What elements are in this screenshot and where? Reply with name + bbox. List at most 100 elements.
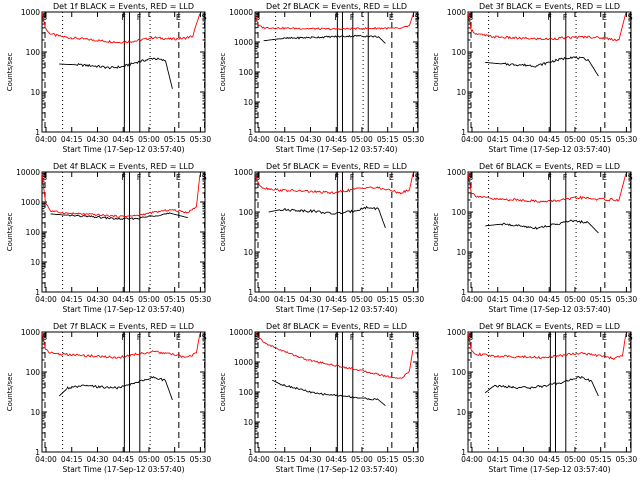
x-tick-label: 04:45 bbox=[538, 295, 560, 304]
plot-frame bbox=[41, 331, 206, 453]
y-axis-label: Counts/sec bbox=[219, 373, 227, 412]
x-axis-label: Start Time (17-Sep-12 03:57:40) bbox=[489, 145, 611, 154]
x-tick-label: 04:30 bbox=[300, 295, 322, 304]
series-lld-line bbox=[467, 172, 627, 203]
flag-label: S bbox=[42, 13, 47, 22]
x-axis-label: Start Time (17-Sep-12 03:57:40) bbox=[276, 465, 398, 474]
x-axis-label: Start Time (17-Sep-12 03:57:40) bbox=[489, 305, 611, 314]
y-tick-label: 1 bbox=[248, 448, 253, 457]
x-tick-label: 04:15 bbox=[487, 295, 509, 304]
y-tick-label: 10 bbox=[243, 248, 253, 257]
chart-panel-9: Det 9f BLACK = Events, RED = LLD 1 10 100 10… bbox=[432, 322, 637, 474]
x-tick-label: 05:00 bbox=[138, 455, 160, 464]
x-tick-label: 04:00 bbox=[35, 135, 57, 144]
flag-label: E bbox=[389, 173, 394, 182]
x-tick-label: 04:45 bbox=[112, 135, 134, 144]
flag-label: F bbox=[547, 13, 552, 22]
flag-label: F bbox=[334, 333, 339, 342]
x-tick-label: 05:15 bbox=[590, 295, 612, 304]
plot-frame bbox=[254, 171, 419, 293]
x-tick-label: 04:30 bbox=[87, 455, 109, 464]
series-events-line bbox=[263, 34, 386, 44]
x-axis-label: Start Time (17-Sep-12 03:57:40) bbox=[63, 305, 185, 314]
y-tick-label: 10000 bbox=[229, 328, 253, 337]
y-tick-label: 10 bbox=[30, 408, 40, 417]
y-tick-label: 10 bbox=[456, 408, 466, 417]
x-tick-label: 05:00 bbox=[138, 135, 160, 144]
y-tick-label: 1 bbox=[248, 288, 253, 297]
x-tick-label: 05:00 bbox=[564, 455, 586, 464]
chart-title: Det 6f BLACK = Events, RED = LLD bbox=[479, 162, 620, 171]
y-tick-label: 1 bbox=[461, 128, 466, 137]
plot-frame bbox=[467, 171, 632, 293]
flag-label: S bbox=[42, 333, 47, 342]
x-tick-label: 05:15 bbox=[377, 455, 399, 464]
flag-label: F bbox=[334, 173, 339, 182]
y-axis-label: Counts/sec bbox=[432, 373, 440, 412]
x-tick-label: 04:30 bbox=[300, 135, 322, 144]
y-tick-label: 10000 bbox=[229, 8, 253, 17]
x-axis-label: Start Time (17-Sep-12 03:57:40) bbox=[63, 145, 185, 154]
x-tick-label: 05:00 bbox=[351, 455, 373, 464]
x-tick-label: 04:30 bbox=[87, 135, 109, 144]
series-lld-line bbox=[41, 332, 201, 359]
series-events-line bbox=[59, 57, 173, 89]
x-tick-label: 04:30 bbox=[87, 295, 109, 304]
x-tick-label: 04:15 bbox=[61, 455, 83, 464]
flag-label: F bbox=[563, 13, 568, 22]
y-tick-label: 1000 bbox=[21, 198, 40, 207]
flag-label: S bbox=[202, 333, 207, 342]
chart-panel-8: Det 8f BLACK = Events, RED = LLD 1 10 100 10… bbox=[219, 322, 424, 474]
flag-label: F bbox=[547, 173, 552, 182]
y-axis-label: Counts/sec bbox=[6, 213, 14, 252]
flag-label: S bbox=[255, 333, 260, 342]
flag-label: F bbox=[350, 13, 355, 22]
chart-panel-5: Det 5f BLACK = Events, RED = LLD 1 10 100 10… bbox=[219, 162, 424, 314]
y-tick-label: 10 bbox=[30, 258, 40, 267]
flag-label: S bbox=[628, 333, 633, 342]
x-tick-label: 04:15 bbox=[487, 455, 509, 464]
x-tick-label: 04:00 bbox=[248, 455, 270, 464]
x-tick-label: 05:00 bbox=[138, 295, 160, 304]
plot-frame bbox=[467, 11, 632, 133]
chart-title: Det 3f BLACK = Events, RED = LLD bbox=[479, 2, 620, 11]
series-lld-line bbox=[254, 13, 414, 31]
series-lld-line bbox=[41, 12, 201, 44]
x-tick-label: 04:00 bbox=[461, 295, 483, 304]
flag-label: F bbox=[350, 333, 355, 342]
flag-label: F bbox=[137, 173, 142, 182]
x-tick-label: 04:30 bbox=[513, 455, 535, 464]
y-axis-label: Counts/sec bbox=[219, 213, 227, 252]
series-events-line bbox=[268, 205, 386, 229]
y-tick-label: 100 bbox=[452, 368, 467, 377]
y-tick-label: 10 bbox=[456, 248, 466, 257]
flag-label: F bbox=[137, 333, 142, 342]
series-lld-line bbox=[254, 333, 414, 379]
y-tick-label: 1000 bbox=[234, 38, 253, 47]
series-events-line bbox=[484, 375, 599, 397]
series-events-line bbox=[485, 56, 599, 77]
x-tick-label: 04:45 bbox=[325, 455, 347, 464]
flag-label: E bbox=[602, 13, 607, 22]
chart-title: Det 2f BLACK = Events, RED = LLD bbox=[266, 2, 407, 11]
chart-title: Det 7f BLACK = Events, RED = LLD bbox=[53, 322, 194, 331]
flag-label: E bbox=[176, 333, 181, 342]
x-tick-label: 04:00 bbox=[461, 455, 483, 464]
series-lld-line bbox=[254, 172, 414, 195]
y-tick-label: 100 bbox=[26, 228, 41, 237]
flag-label: S bbox=[202, 173, 207, 182]
x-tick-label: 05:15 bbox=[164, 455, 186, 464]
y-tick-label: 100 bbox=[239, 68, 254, 77]
x-tick-label: 04:00 bbox=[35, 455, 57, 464]
y-axis-label: Counts/sec bbox=[6, 373, 14, 412]
x-tick-label: 05:15 bbox=[377, 135, 399, 144]
x-tick-label: 05:00 bbox=[351, 295, 373, 304]
y-axis-label: Counts/sec bbox=[6, 53, 14, 92]
x-tick-label: 05:30 bbox=[403, 295, 425, 304]
chart-title: Det 8f BLACK = Events, RED = LLD bbox=[266, 322, 407, 331]
x-tick-label: 04:15 bbox=[61, 135, 83, 144]
y-tick-label: 10 bbox=[30, 88, 40, 97]
flag-label: E bbox=[602, 173, 607, 182]
flag-label: F bbox=[121, 333, 126, 342]
